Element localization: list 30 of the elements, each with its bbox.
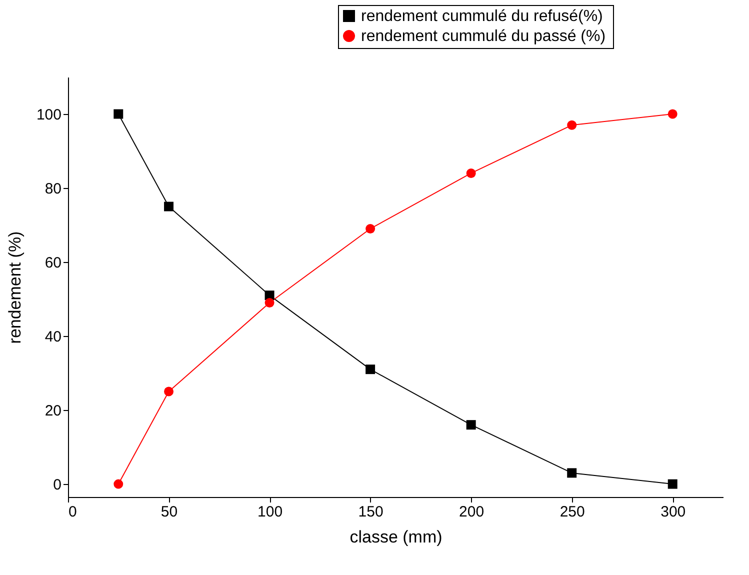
point (114, 109, 124, 119)
legend-label: rendement cummulé du refusé(%) (361, 8, 603, 25)
y-tick-label: 80 (44, 180, 62, 198)
x-tick-label: 250 (560, 504, 585, 520)
point (668, 109, 678, 119)
point (567, 120, 577, 130)
y-axis-title: rendement (%) (5, 231, 24, 344)
legend-label: rendement cummulé du passé (%) (361, 28, 606, 45)
y-tick-label: 100 (36, 106, 62, 124)
point (164, 386, 174, 396)
point (366, 364, 376, 374)
point (466, 168, 476, 178)
y-tick-label: 20 (44, 402, 62, 420)
y-tick-label: 0 (53, 476, 62, 494)
point (466, 420, 476, 430)
point (264, 298, 274, 308)
point (668, 479, 678, 489)
point (567, 468, 577, 478)
x-tick-label: 300 (660, 504, 686, 520)
x-tick-label: 50 (160, 504, 178, 520)
x-tick-label: 150 (358, 504, 384, 520)
y-tick-label: 40 (44, 328, 62, 346)
x-axis-title: classe (mm) (350, 528, 442, 546)
x-tick-label: 200 (459, 504, 484, 520)
point (164, 202, 174, 212)
x-tick-label: 0 (68, 504, 77, 520)
y-tick-label: 60 (44, 254, 62, 272)
x-tick-label: 100 (258, 504, 283, 520)
point (366, 224, 376, 234)
point (114, 479, 124, 489)
